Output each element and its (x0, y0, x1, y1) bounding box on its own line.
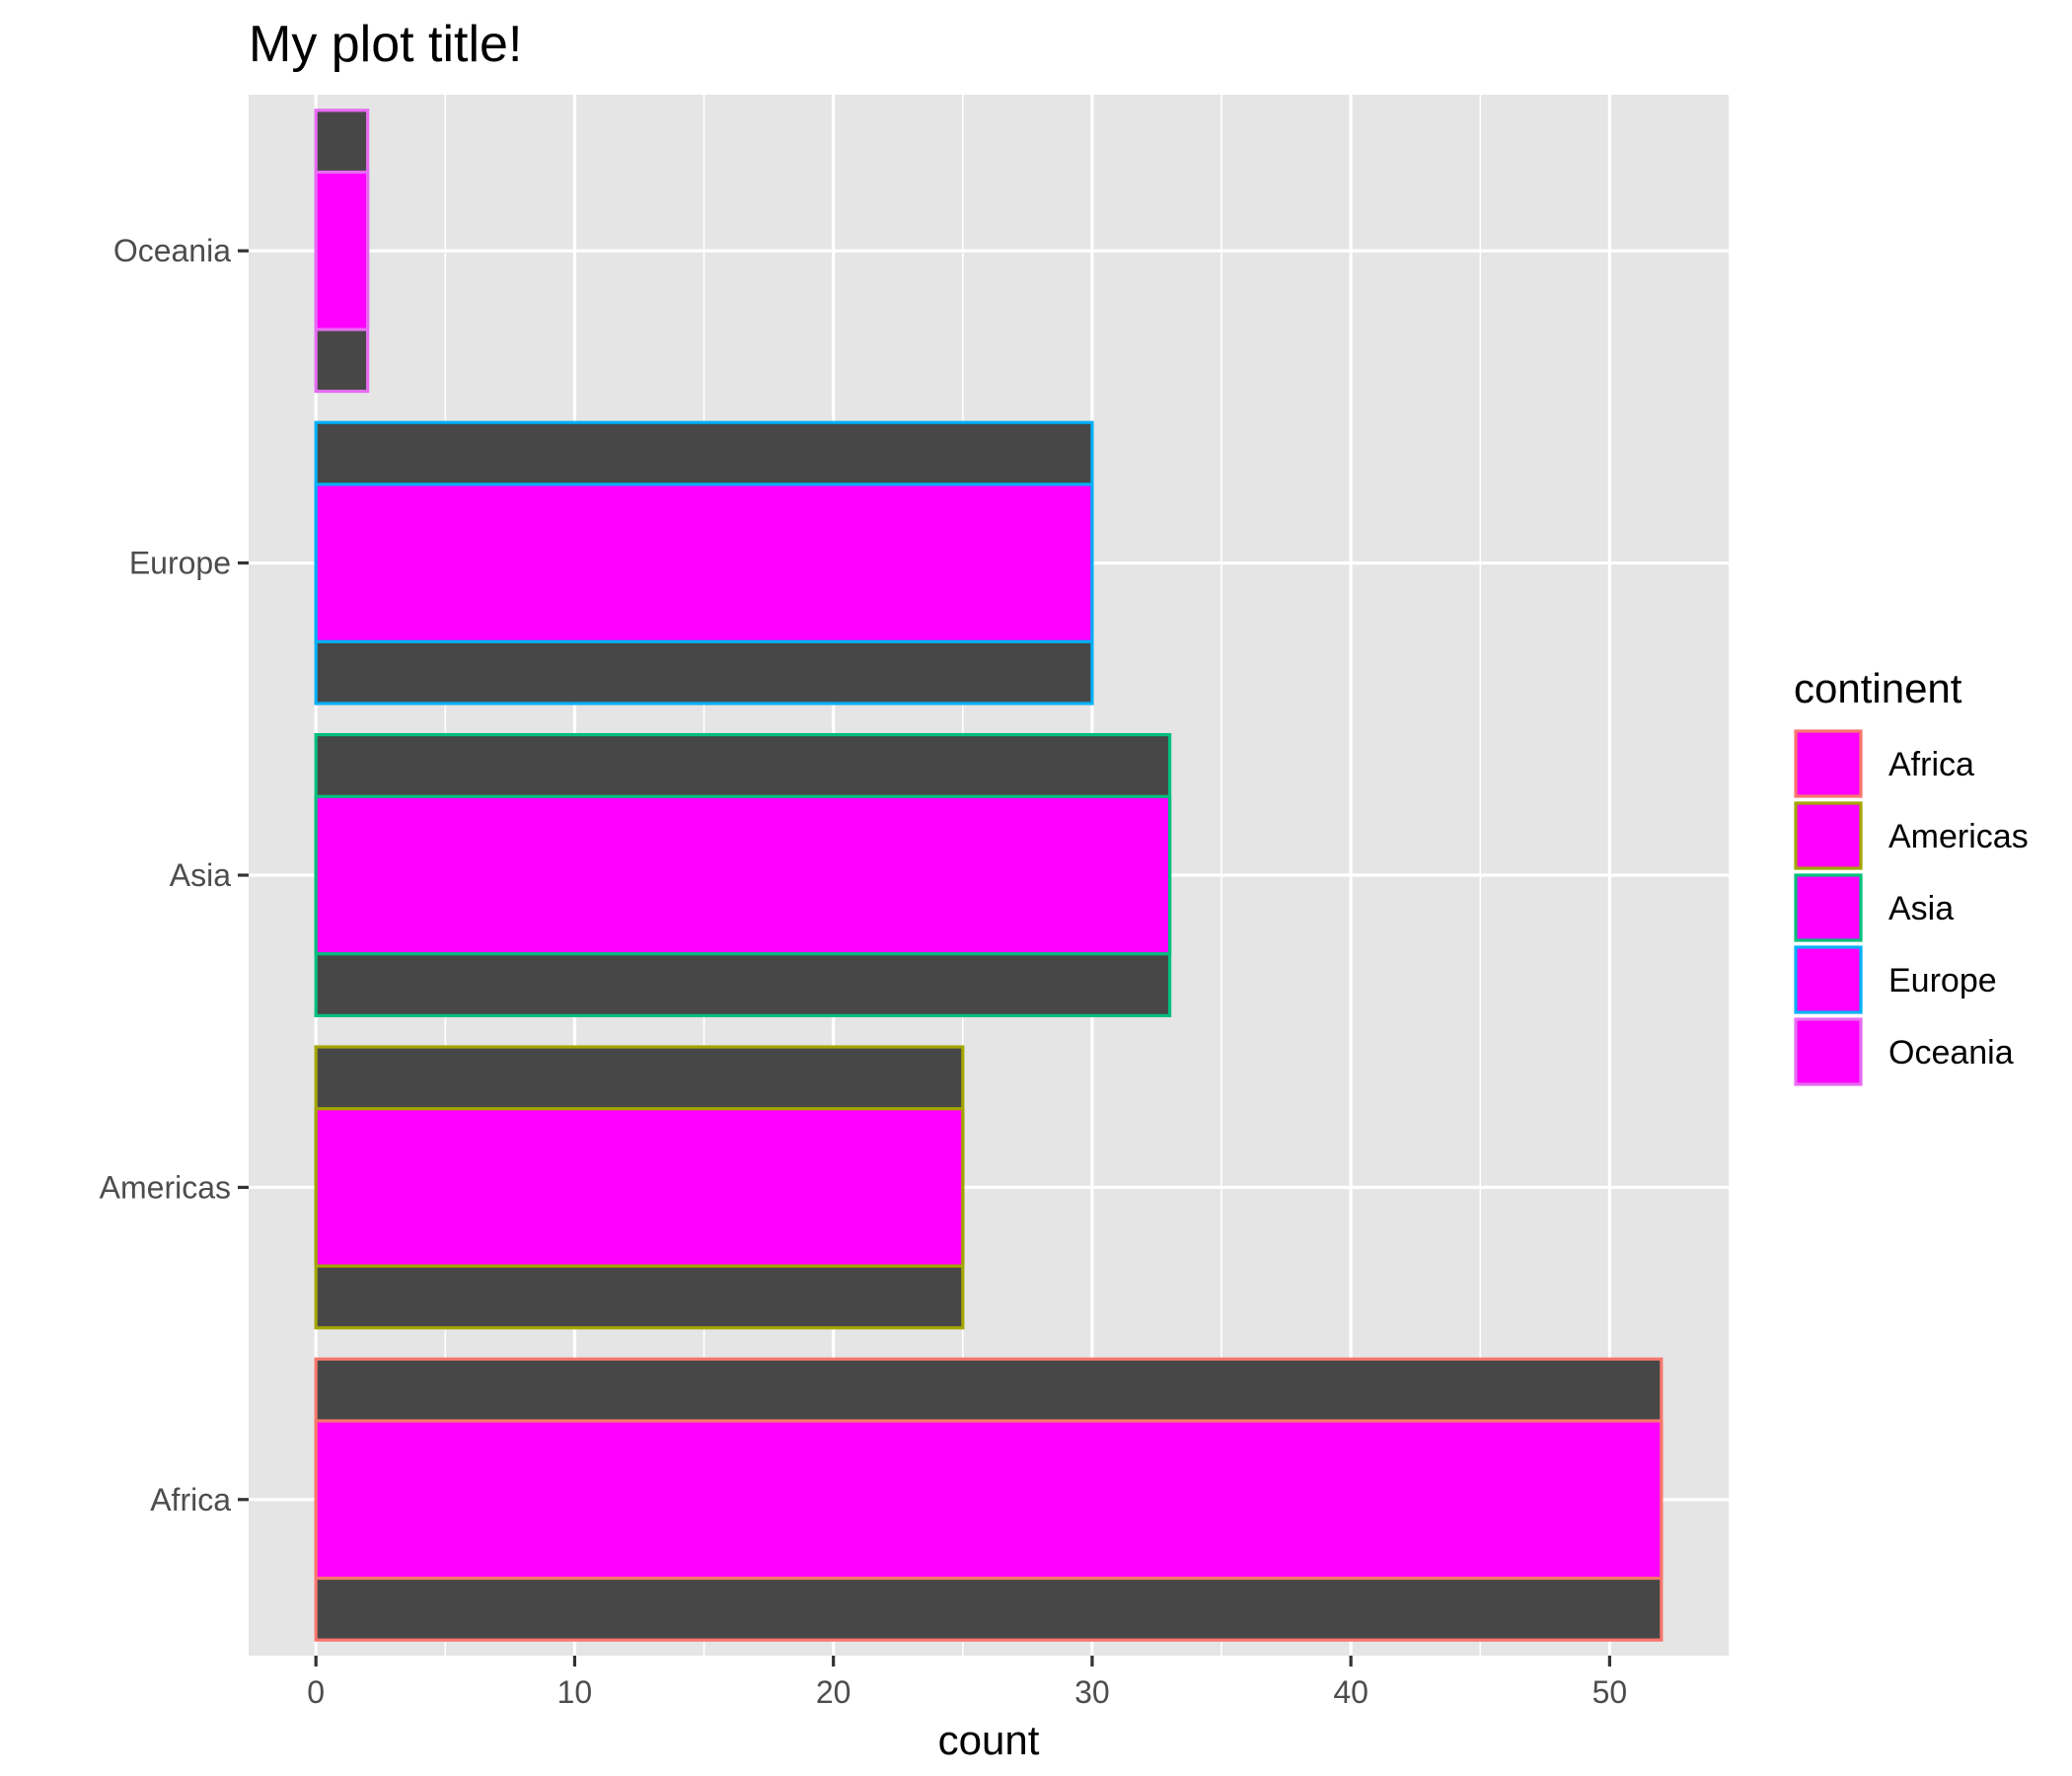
legend-label: Africa (1888, 746, 1974, 783)
legend-key (1794, 1017, 1863, 1086)
legend: continent Africa Americas Asia Europe Oceani… (1794, 665, 2029, 1086)
legend-label: Americas (1888, 818, 2029, 855)
x-tick-label: 0 (307, 1674, 325, 1710)
y-tick-label: Europe (129, 546, 231, 581)
bar-americas (314, 1045, 965, 1330)
x-tick-label: 20 (816, 1674, 851, 1710)
bar-inner (314, 1107, 965, 1268)
legend-title: continent (1794, 665, 1962, 711)
legend-key (1794, 801, 1863, 870)
legend-item-africa: Africa (1794, 729, 1974, 798)
bar-europe (314, 420, 1094, 705)
legend-label: Oceania (1888, 1034, 2014, 1072)
x-tick-label: 30 (1074, 1674, 1110, 1710)
legend-label: Asia (1888, 890, 1954, 927)
bar-inner (314, 794, 1172, 956)
legend-item-oceania: Oceania (1794, 1017, 2014, 1086)
legend-item-asia: Asia (1794, 873, 1954, 942)
x-axis-title: count (938, 1717, 1040, 1763)
bar-inner (314, 482, 1094, 643)
legend-key (1794, 945, 1863, 1014)
y-axis: Africa Americas Asia Europe Oceania (100, 233, 249, 1517)
legend-label: Europe (1888, 962, 1997, 999)
bar-asia (314, 733, 1172, 1017)
chart-title: My plot title! (249, 16, 522, 73)
legend-key (1794, 729, 1863, 798)
bar-oceania (314, 109, 370, 394)
bar-inner (314, 170, 370, 332)
bar-inner (314, 1419, 1664, 1581)
bar-africa (314, 1357, 1664, 1642)
x-tick-label: 10 (557, 1674, 593, 1710)
y-tick-label: Asia (170, 857, 231, 893)
y-tick-label: Africa (150, 1482, 231, 1517)
y-tick-label: Americas (100, 1169, 231, 1205)
legend-item-americas: Americas (1794, 801, 2029, 870)
legend-key (1794, 873, 1863, 942)
bars (314, 109, 1664, 1642)
y-tick-label: Oceania (113, 233, 231, 268)
x-tick-label: 40 (1333, 1674, 1369, 1710)
legend-item-europe: Europe (1794, 945, 1997, 1014)
x-axis: 0 10 20 30 40 50 (307, 1656, 1627, 1710)
x-tick-label: 50 (1592, 1674, 1628, 1710)
